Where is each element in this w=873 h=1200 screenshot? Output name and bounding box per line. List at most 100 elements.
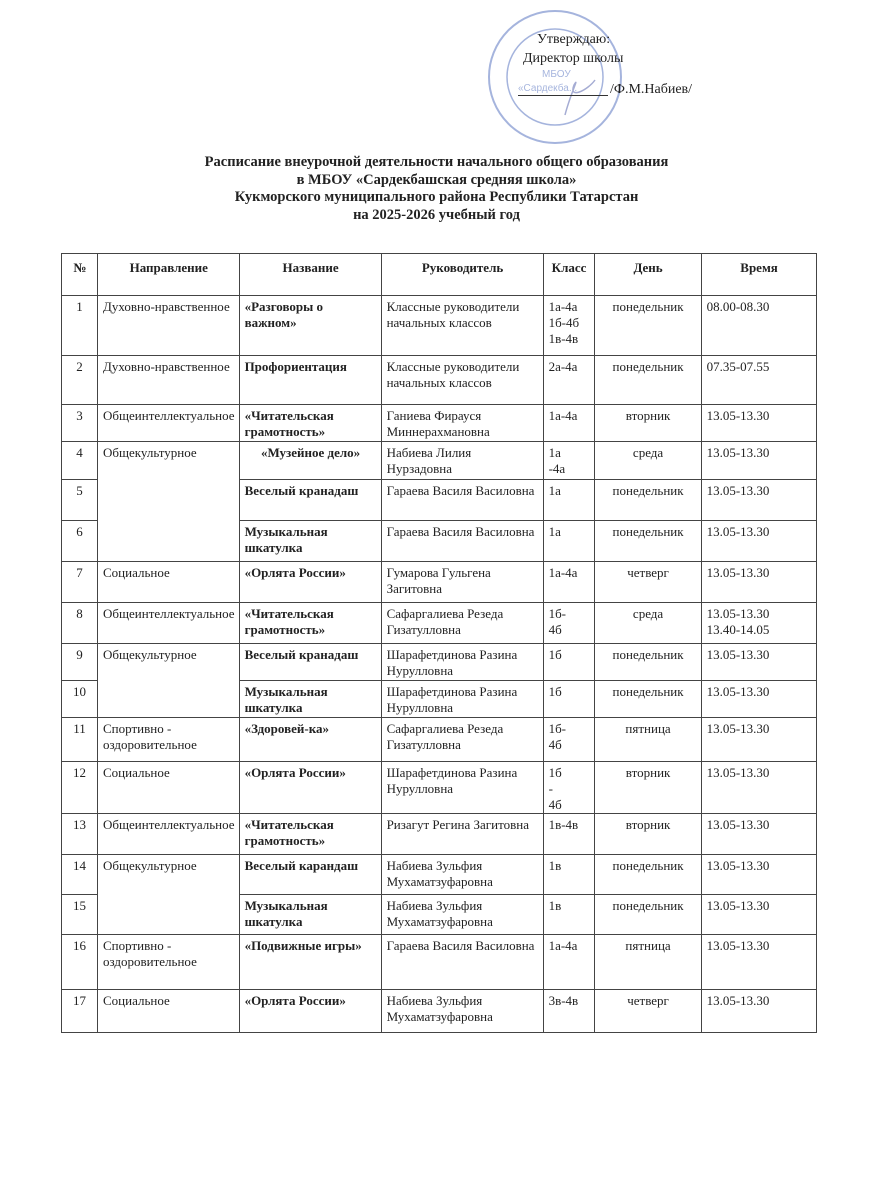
activity-name-cell: «Читательская грамотность» [238, 813, 382, 855]
time-cell: 13.05-13.30 [700, 894, 817, 935]
day-cell: понедельник [593, 854, 702, 895]
day-cell: понедельник [593, 355, 702, 405]
row-number: 12 [61, 761, 98, 814]
row-number: 2 [61, 355, 98, 405]
row-number: 11 [61, 717, 98, 762]
page-title: Расписание внеурочной деятельности начал… [0, 154, 873, 224]
time-cell: 08.00-08.30 [700, 295, 817, 356]
class-cell: 1б [542, 680, 595, 718]
table-row: 17 Социальное «Орлята России» Набиева Зульф… [61, 989, 817, 1033]
approval-block: Утверждаю: Директор школы [523, 30, 623, 68]
table-row: 4 Общекультурное «Музейное дело» Набиева Ли… [61, 441, 817, 562]
activity-name-cell: Музыкальная шкатулка [238, 520, 382, 562]
time-cell: 13.05-13.30 [700, 479, 817, 521]
leader-cell: Шарафетдинова Разина Нурулловна [380, 643, 544, 681]
signature-line [518, 95, 608, 96]
time-cell: 13.05-13.30 [700, 680, 817, 718]
day-cell: вторник [593, 813, 702, 855]
activity-name-cell: «Орлята России» [238, 761, 382, 814]
activity-name-cell: Веселый карандаш [238, 854, 382, 895]
activity-name-cell: Музыкальная шкатулка [238, 680, 382, 718]
table-row: 16 Спортивно - оздоровительное «Подвижные … [61, 934, 817, 990]
row-number: 16 [61, 934, 98, 990]
day-cell: понедельник [593, 520, 702, 562]
activity-name-cell: «Орлята России» [238, 561, 382, 603]
row-number: 14 [61, 854, 98, 895]
class-cell: 1а [542, 520, 595, 562]
direction-cell: Спортивно - оздоровительное [97, 717, 240, 762]
table-row: 11 Спортивно - оздоровительное «Здоровей-к… [61, 717, 817, 762]
activity-name-cell: Профориентация [238, 355, 382, 405]
day-cell: четверг [593, 561, 702, 603]
class-cell: 1в-4в [542, 813, 595, 855]
table-row: 1 Духовно-нравственное «Разговоры о важном… [61, 295, 817, 356]
time-cell: 13.05-13.30 [700, 813, 817, 855]
time-cell: 13.05-13.30 [700, 934, 817, 990]
row-number: 13 [61, 813, 98, 855]
leader-cell: Сафаргалиева Резеда Гизатулловна [380, 602, 544, 644]
leader-cell: Гараева Василя Василовна [380, 934, 544, 990]
class-cell: 1а [542, 479, 595, 521]
class-cell: 1а-4а [542, 561, 595, 603]
class-cell: 1б [542, 643, 595, 681]
direction-cell: Духовно-нравственное [97, 295, 240, 356]
row-number: 4 [61, 441, 98, 480]
time-cell: 13.05-13.30 [700, 441, 817, 480]
time-cell: 13.05-13.30 13.40-14.05 [700, 602, 817, 644]
school-stamp: МБОУ «Сардекба... [488, 10, 622, 144]
direction-cell: Общекультурное [97, 441, 240, 562]
activity-name-cell: Веселый кранадаш [238, 479, 382, 521]
class-cell: 1б - 4б [542, 761, 595, 814]
class-cell: 1а-4а [542, 934, 595, 990]
row-number: 9 [61, 643, 98, 681]
table-row: 2 Духовно-нравственное Профориентация Класс… [61, 355, 817, 405]
activity-name-cell: «Подвижные игры» [238, 934, 382, 990]
class-cell: 1а-4а [542, 404, 595, 442]
table-row: 13 Общеинтеллектуальное «Читательская грам… [61, 813, 817, 855]
leader-cell: Классные руководители начальных классов [380, 355, 544, 405]
leader-cell: Гумарова Гульгена Загитовна [380, 561, 544, 603]
activity-name-cell: Музыкальная шкатулка [238, 894, 382, 935]
title-line: Расписание внеурочной деятельности начал… [204, 154, 669, 170]
row-number: 3 [61, 404, 98, 442]
col-header: Направление [97, 253, 240, 296]
direction-cell: Социальное [97, 561, 240, 603]
direction-cell: Общеинтеллектуальное [97, 404, 240, 442]
activity-name-cell: «Орлята России» [238, 989, 382, 1033]
leader-cell: Шарафетдинова Разина Нурулловна [380, 761, 544, 814]
time-cell: 07.35-07.55 [700, 355, 817, 405]
row-number: 7 [61, 561, 98, 603]
svg-text:МБОУ: МБОУ [542, 69, 571, 80]
day-cell: понедельник [593, 479, 702, 521]
class-cell: 1б- 4б [542, 602, 595, 644]
table-row: 7 Социальное «Орлята России» Гумарова Гульг… [61, 561, 817, 603]
day-cell: понедельник [593, 894, 702, 935]
time-cell: 13.05-13.30 [700, 989, 817, 1033]
activity-name-cell: «Музейное дело» [238, 441, 382, 480]
activity-name-cell: «Читательская грамотность» [238, 404, 382, 442]
time-cell: 13.05-13.30 [700, 854, 817, 895]
col-header: День [593, 253, 702, 296]
row-number: 15 [61, 894, 98, 935]
col-header: № [61, 253, 98, 296]
row-number: 6 [61, 520, 98, 562]
direction-cell: Общеинтеллектуальное [97, 813, 240, 855]
class-cell: 3в-4в [542, 989, 595, 1033]
table-row: 9 Общекультурное Веселый кранадаш Шарафетди… [61, 643, 817, 718]
table-row: 3 Общеинтеллектуальное «Читательская грамо… [61, 404, 817, 442]
class-cell: 1б- 4б [542, 717, 595, 762]
title-line: в МБОУ «Сардекбашская средняя школа» [296, 171, 577, 188]
activity-name-cell: «Читательская грамотность» [238, 602, 382, 644]
time-cell: 13.05-13.30 [700, 643, 817, 681]
direction-cell: Социальное [97, 761, 240, 814]
table-row: 5 Веселый кранадаш Гараева Василя Василовн… [61, 479, 817, 521]
time-cell: 13.05-13.30 [700, 561, 817, 603]
approval-position: Директор школы [523, 51, 624, 66]
table-row: 14 Общекультурное Веселый карандаш Набиева … [61, 854, 817, 935]
class-cell: 1а -4а [542, 441, 595, 480]
title-line: Кукморского муниципального района Респуб… [234, 189, 639, 205]
activity-name-cell: «Здоровей-ка» [238, 717, 382, 762]
activity-name-cell: Веселый кранадаш [238, 643, 382, 681]
leader-cell: Гараева Василя Василовна [380, 520, 544, 562]
row-number: 17 [61, 989, 98, 1033]
